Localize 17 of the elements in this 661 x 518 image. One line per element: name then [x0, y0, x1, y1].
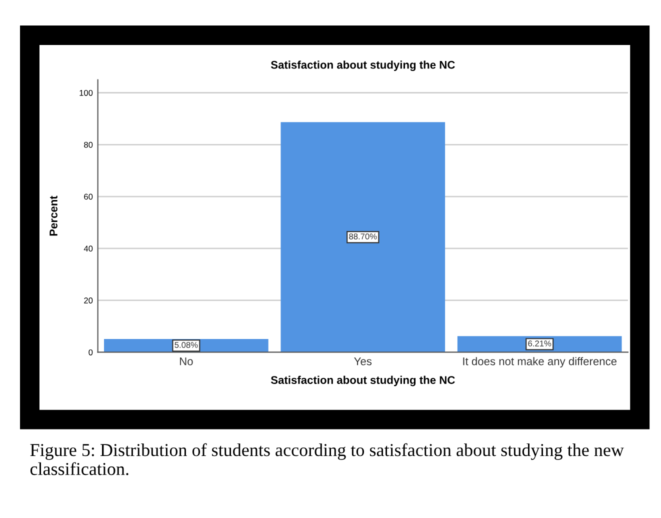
x-tick-label: It does not make any difference [463, 357, 617, 368]
x-tick-label: Yes [354, 358, 372, 366]
data-label: 88.70% [349, 233, 377, 240]
y-tick-label: 60 [84, 194, 93, 200]
x-tick-label: No [180, 358, 193, 366]
bar [280, 122, 446, 352]
caption: Figure 5: Distribution of students according to satisfaction about studying the new classification. [30, 443, 624, 476]
y-tick-label: 100 [80, 90, 93, 96]
data-label: 6.21% [528, 340, 552, 346]
y-tick-label: 40 [84, 246, 93, 252]
chart-title: Satisfaction about studying the NC [270, 60, 455, 72]
x-axis-title: Satisfaction about studying the NC [270, 376, 455, 386]
y-tick-label: 20 [84, 298, 93, 304]
y-tick-label: 0 [88, 349, 93, 356]
y-axis-title: Percent [50, 196, 58, 236]
y-tick-label: 80 [84, 142, 93, 148]
data-label: 5.08% [174, 342, 198, 348]
